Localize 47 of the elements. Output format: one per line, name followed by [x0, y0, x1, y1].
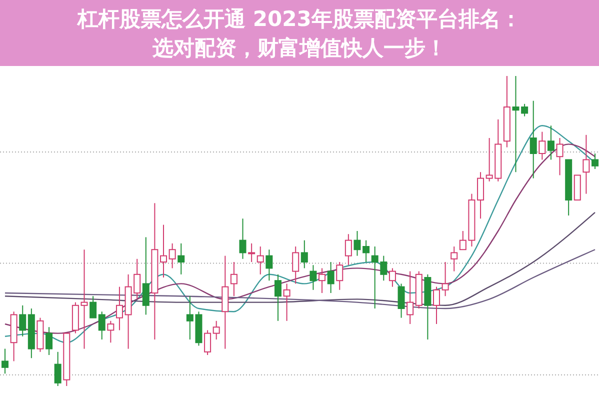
candlestick: [266, 249, 273, 282]
candlestick: [318, 268, 326, 294]
candlestick: [178, 242, 185, 275]
candlestick: [256, 246, 264, 275]
candlestick: [592, 153, 598, 170]
candlestick: [432, 286, 440, 324]
candlestick: [442, 262, 449, 297]
candlestick: [521, 103, 528, 117]
candlestick: [310, 264, 317, 290]
candlestick: [406, 270, 414, 324]
candlestick: [160, 224, 168, 278]
candlestick: [239, 218, 246, 260]
candlestick: [2, 348, 8, 374]
candlestick: [388, 268, 396, 288]
candlestick: [398, 283, 405, 318]
candlestick: [116, 286, 123, 331]
candlestick: [283, 283, 290, 322]
candlestick: [248, 242, 256, 262]
candlestick: [538, 131, 546, 160]
candlestick: [512, 76, 520, 173]
candlestick: [212, 320, 220, 340]
candlestick: [19, 304, 26, 337]
candlestick: [327, 262, 334, 294]
candlestick: [292, 246, 300, 284]
candlestick: [274, 274, 282, 322]
candlestick: [168, 242, 176, 269]
candlestick: [450, 246, 458, 272]
candlestick: [98, 311, 106, 340]
candlestick: [300, 240, 308, 269]
candlestick: [230, 262, 238, 297]
candlestick: [142, 236, 150, 316]
candlestick: [582, 134, 590, 194]
candlestick: [530, 100, 537, 179]
candlestick: [46, 326, 53, 356]
candlestick: [336, 262, 344, 290]
candlestick: [547, 125, 554, 160]
candlestick: [344, 234, 352, 266]
candlestick: [80, 249, 88, 350]
candlestick: [477, 172, 484, 220]
chart-title: 杠杆股票怎么开通 2023年股票配资平台排名：选对配资，财富增值快人一步！: [76, 7, 522, 60]
candlestick: [362, 240, 370, 262]
candlestick: [54, 351, 62, 386]
candlestick: [556, 138, 564, 176]
candlestick: [107, 320, 114, 344]
candlestick: [90, 296, 97, 318]
candlestick: [354, 230, 361, 256]
candlestick: [204, 330, 212, 356]
